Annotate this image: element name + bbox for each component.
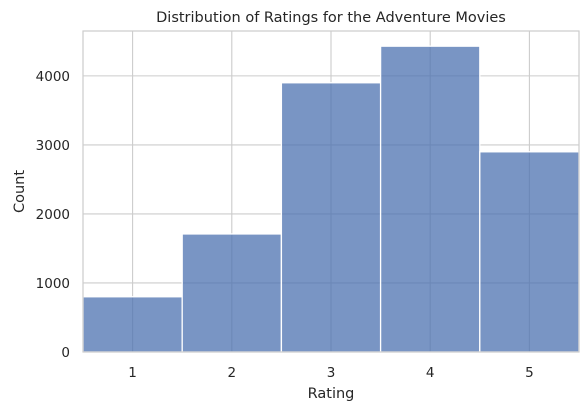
- y-tick-label: 0: [61, 345, 70, 361]
- x-axis-label: Rating: [308, 386, 355, 402]
- y-axis-label: Count: [12, 170, 28, 213]
- x-tick-label: 1: [128, 365, 137, 381]
- y-tick-labels: 0 1000 2000 3000 4000: [36, 69, 70, 361]
- bar-rating-3: [280, 82, 382, 353]
- x-tick-label: 5: [525, 365, 534, 381]
- bars: [82, 45, 580, 353]
- y-tick-label: 3000: [36, 138, 70, 154]
- x-tick-label: 2: [228, 365, 237, 381]
- bar-rating-2: [181, 233, 283, 353]
- plot-frame: [82, 30, 580, 353]
- x-tick-label: 4: [426, 365, 435, 381]
- bar-rating-5: [479, 151, 580, 353]
- y-tick-label: 4000: [36, 69, 70, 85]
- x-tick-labels: 1 2 3 4 5: [128, 365, 533, 381]
- x-tick-label: 3: [327, 365, 336, 381]
- chart-title: Distribution of Ratings for the Adventur…: [156, 10, 506, 26]
- bar-rating-1: [82, 296, 183, 353]
- y-tick-label: 1000: [36, 276, 70, 292]
- y-tick-label: 2000: [36, 207, 70, 223]
- bar-rating-4: [379, 45, 481, 353]
